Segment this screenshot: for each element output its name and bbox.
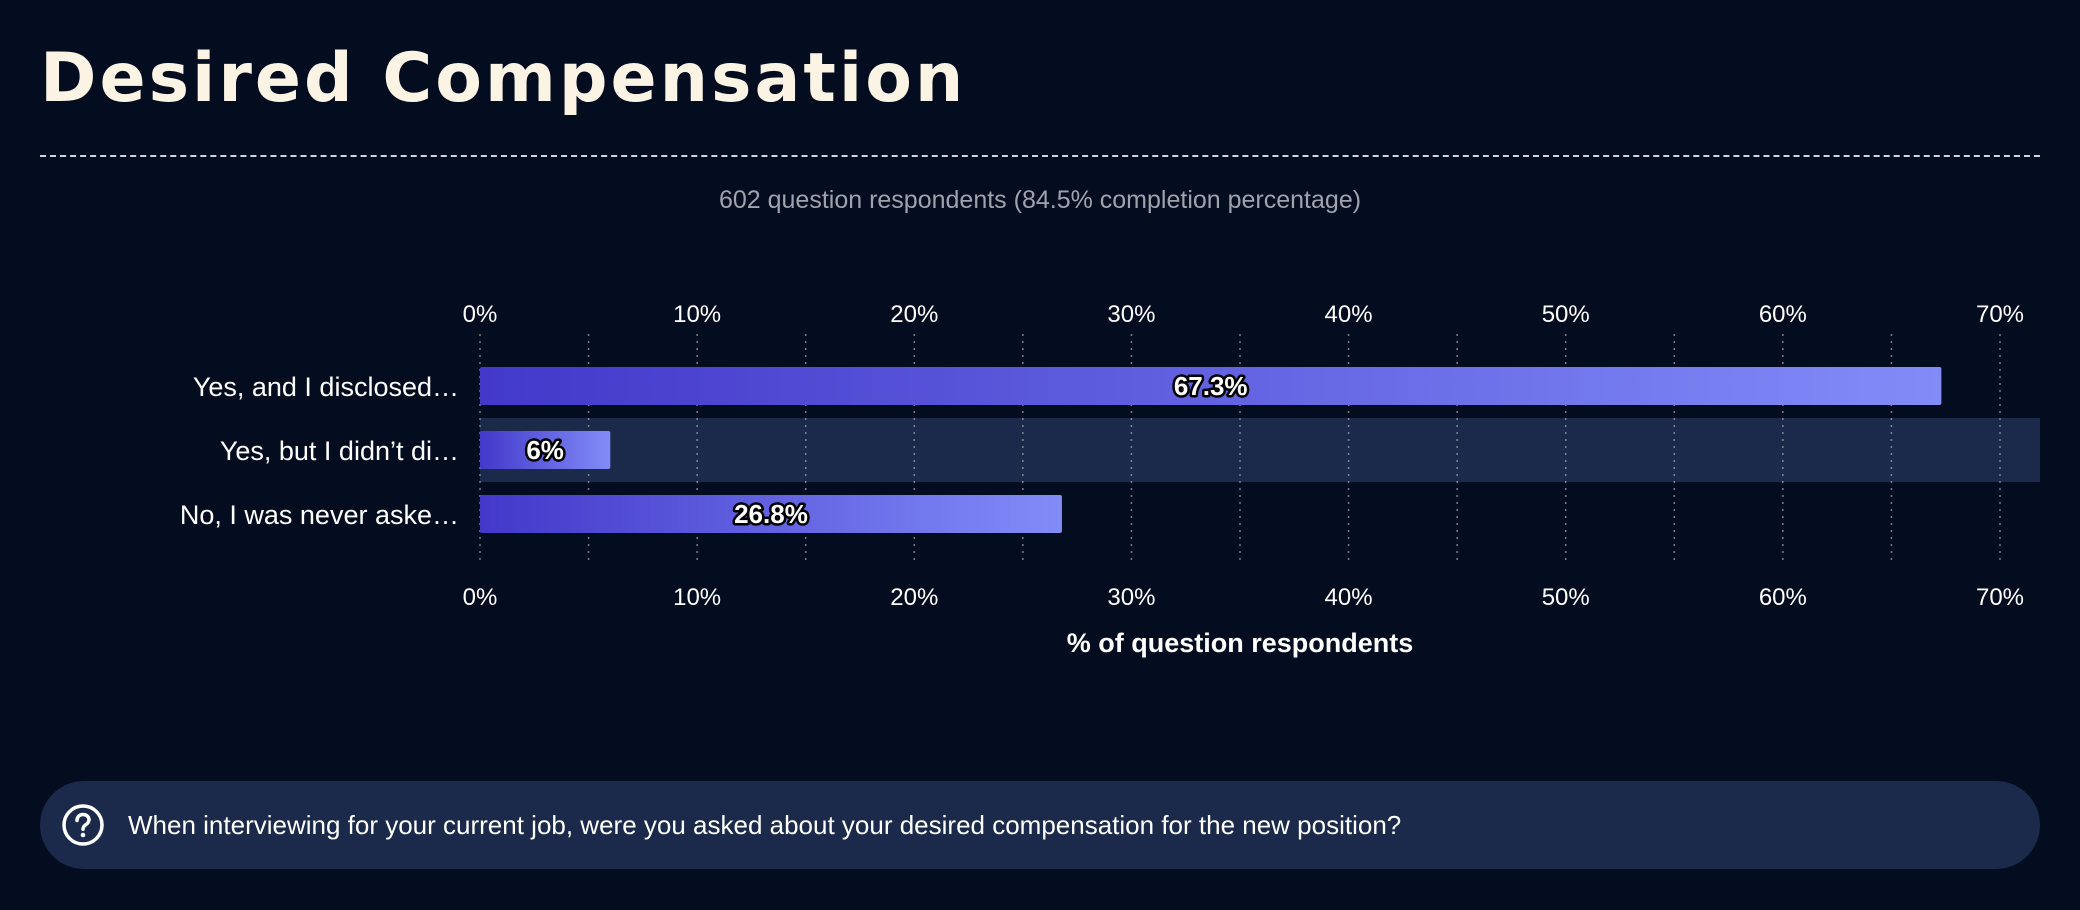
x-tick-label-top: 10% bbox=[673, 301, 721, 328]
question-text: When interviewing for your current job, … bbox=[128, 810, 1402, 840]
bar-chart: 67.3% 6% 26.8% Yes, and I disclosed… Yes, b… bbox=[180, 301, 2040, 658]
category-label: Yes, but I didn’t di… bbox=[220, 436, 459, 466]
category-label: Yes, and I disclosed… bbox=[193, 372, 459, 402]
x-tick-label-top: 0% bbox=[463, 301, 498, 328]
respondents-subtitle: 602 question respondents (84.5% completi… bbox=[718, 186, 1362, 214]
x-axis-label: % of question respondents bbox=[1067, 628, 1414, 658]
x-tick-label-top: 50% bbox=[1542, 301, 1590, 328]
x-tick-label-bottom: 40% bbox=[1325, 584, 1373, 611]
bar-value-label: 26.8% bbox=[734, 499, 808, 529]
highlight-band bbox=[480, 418, 2040, 482]
x-tick-label-bottom: 60% bbox=[1759, 584, 1807, 611]
title-divider bbox=[40, 155, 2040, 157]
bar-value-label: 67.3% bbox=[1174, 371, 1248, 401]
page-title: Desired Compensation bbox=[40, 39, 967, 118]
x-tick-label-bottom: 20% bbox=[890, 584, 938, 611]
bar bbox=[480, 367, 1942, 405]
category-label: No, I was never aske… bbox=[180, 500, 459, 530]
x-tick-label-top: 60% bbox=[1759, 301, 1807, 328]
x-tick-label-bottom: 70% bbox=[1976, 584, 2024, 611]
x-tick-label-top: 20% bbox=[890, 301, 938, 328]
bar-value-label: 6% bbox=[526, 435, 564, 465]
question-circle-icon bbox=[62, 804, 104, 846]
x-tick-label-top: 70% bbox=[1976, 301, 2024, 328]
x-tick-label-bottom: 0% bbox=[463, 584, 498, 611]
bar bbox=[480, 495, 1062, 533]
question-box: When interviewing for your current job, … bbox=[40, 781, 2040, 869]
x-tick-label-top: 30% bbox=[1107, 301, 1155, 328]
x-tick-label-bottom: 50% bbox=[1542, 584, 1590, 611]
x-tick-label-bottom: 30% bbox=[1107, 584, 1155, 611]
x-tick-label-top: 40% bbox=[1325, 301, 1373, 328]
bar bbox=[480, 431, 611, 469]
x-tick-label-bottom: 10% bbox=[673, 584, 721, 611]
